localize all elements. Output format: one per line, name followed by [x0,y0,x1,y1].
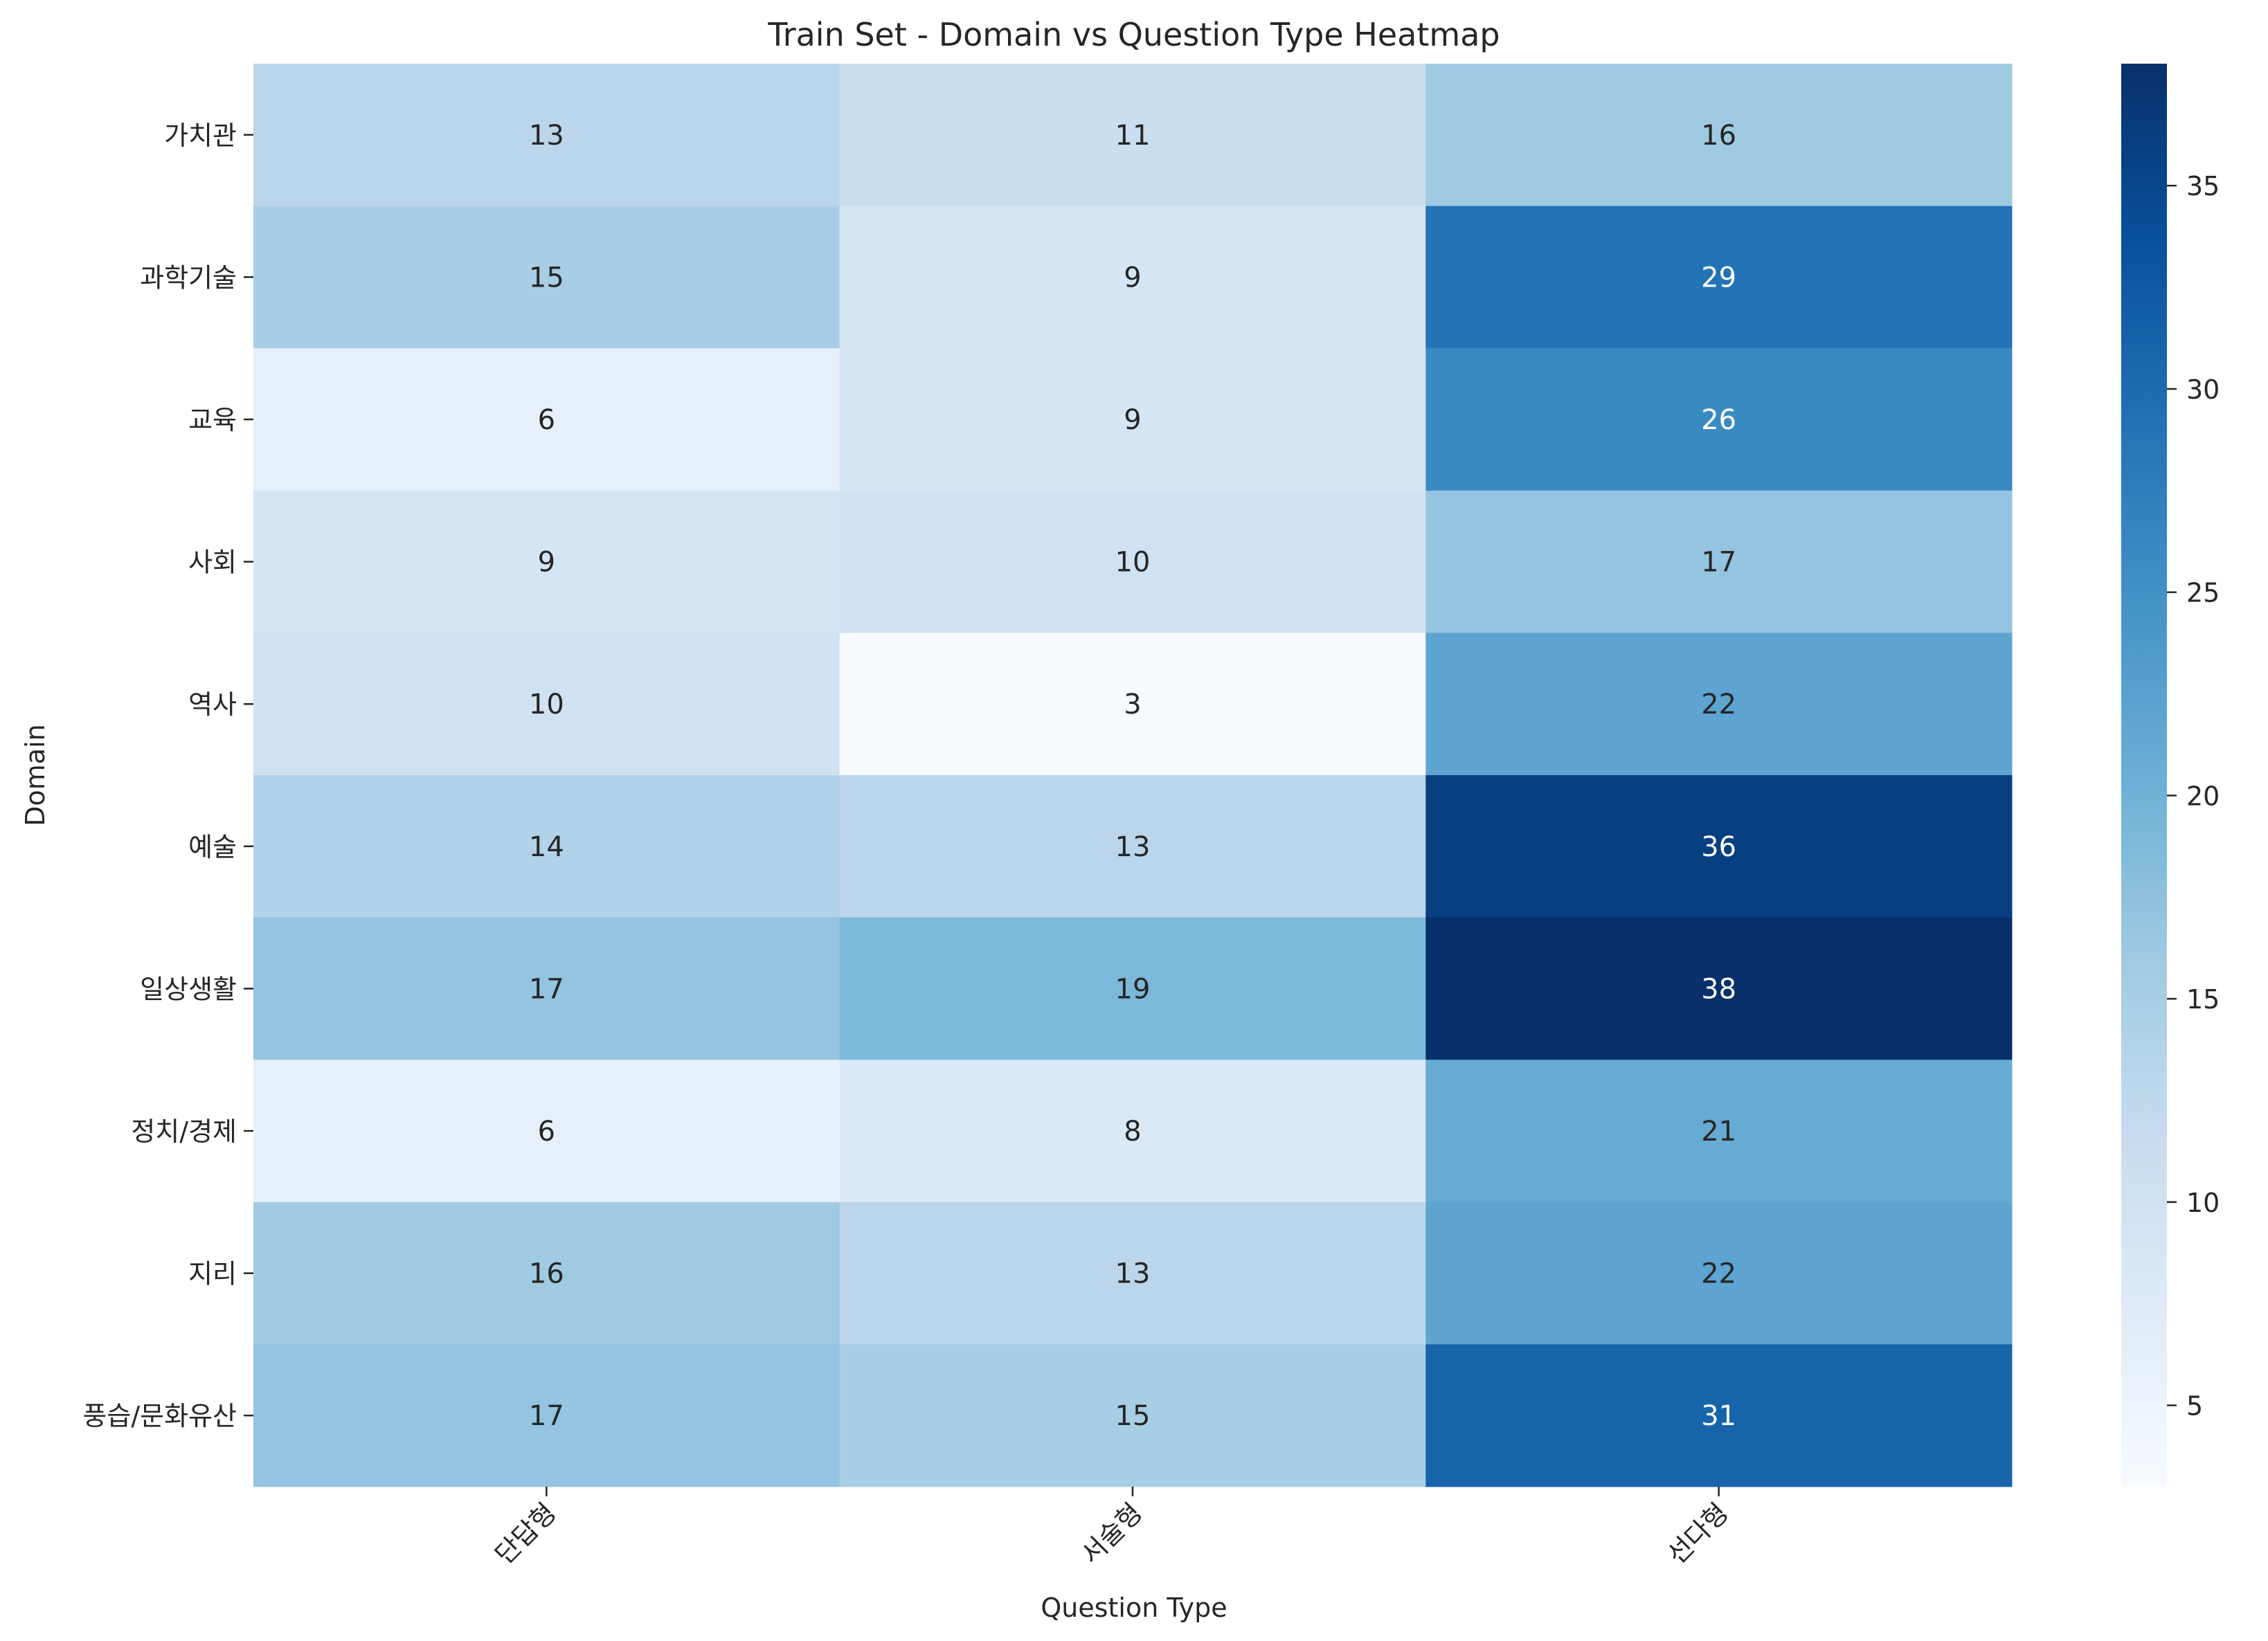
y-tick-label: 교육 [188,405,237,435]
y-tick-label: 정치/경제 [131,1116,237,1147]
y-tick-label: 지리 [188,1259,237,1289]
y-axis-label: Domain [20,724,51,826]
cell-value-label: 38 [1701,973,1736,1005]
colorbar-gradient [2121,64,2167,1487]
y-tick-label: 풍습/문화유산 [82,1401,237,1431]
colorbar-tick-label: 35 [2186,171,2220,201]
heatmap-cell [1425,1060,2013,1203]
heatmap-cell [1425,775,2013,918]
cell-value-label: 17 [529,973,564,1005]
colorbar-tick-label: 30 [2186,374,2220,405]
heatmap-cell [253,775,840,918]
x-tick-label: 선다형 [1662,1497,1734,1570]
heatmap-cell [1425,917,2013,1060]
y-tick-label: 일상생활 [140,974,237,1004]
heatmap-cell [1425,1202,2013,1345]
x-axis-label: Question Type [1041,1593,1227,1623]
x-axis: 단답형 서술형 선다형 [489,1487,1734,1570]
heatmap-cell [839,1060,1426,1203]
cell-value-label: 29 [1701,262,1736,293]
colorbar-tick-label: 5 [2186,1391,2203,1422]
cell-value-label: 13 [1115,1258,1151,1290]
y-tick-label: 예술 [188,832,237,862]
cell-value-label: 16 [529,1258,564,1290]
x-tick-label: 서술형 [1075,1497,1148,1570]
cell-value-label: 8 [1124,1116,1141,1148]
cell-value-label: 9 [538,547,555,579]
heatmap-cell [253,1344,840,1487]
cell-value-label: 3 [1124,689,1141,720]
cell-value-label: 22 [1701,689,1736,720]
heatmap-cell [253,64,840,207]
heatmap-cell [839,775,1426,918]
cell-value-label: 26 [1701,404,1736,436]
x-tick-label: 단답형 [489,1497,561,1570]
heatmap-cell [839,348,1426,491]
y-tick-label: 사회 [188,547,237,578]
heatmap-cell [839,64,1426,207]
heatmap-cell [253,917,840,1060]
heatmap-cell [253,348,840,491]
cell-value-label: 15 [529,262,564,293]
heatmap-cell [253,206,840,349]
cell-value-label: 6 [538,1116,555,1148]
heatmap-cell [839,1344,1426,1487]
cell-value-label: 9 [1124,404,1141,436]
heatmap-cell [1425,1344,2013,1487]
cell-value-label: 9 [1124,262,1141,293]
cell-value-label: 15 [1115,1400,1151,1432]
heatmap-cell-labels: 13 11 16 15 9 29 6 9 26 9 10 17 10 3 22 14 13 36 17 19 38 6 8 2… [529,120,1736,1432]
heatmap-cell [1425,348,2013,491]
chart-title: Train Set - Domain vs Question Type Heat… [767,16,1500,53]
colorbar-tick-label: 15 [2186,984,2220,1015]
heatmap-cell [253,1202,840,1345]
heatmap-cell [839,206,1426,349]
cell-value-label: 16 [1701,120,1736,152]
heatmap-cell [253,1060,840,1203]
colorbar-tick-label: 25 [2186,578,2220,608]
heatmap-cell [1425,633,2013,776]
cell-value-label: 19 [1115,973,1151,1005]
y-tick-label: 역사 [188,689,237,720]
cell-value-label: 6 [538,404,555,436]
colorbar-tick-label: 20 [2186,781,2220,811]
cell-value-label: 10 [529,689,564,720]
cell-value-label: 17 [1701,547,1736,579]
heatmap-cells [253,64,2013,1487]
heatmap-cell [1425,64,2013,207]
cell-value-label: 17 [529,1400,564,1432]
heatmap-cell [839,490,1426,633]
cell-value-label: 21 [1701,1116,1736,1148]
heatmap-cell [839,1202,1426,1345]
y-tick-label: 과학기술 [140,262,237,293]
heatmap-cell [1425,490,2013,633]
cell-value-label: 10 [1115,547,1151,579]
heatmap-cell [839,917,1426,1060]
cell-value-label: 13 [1115,831,1151,863]
y-tick-label: 가치관 [164,120,237,151]
heatmap-cell [253,490,840,633]
cell-value-label: 13 [529,120,564,152]
cell-value-label: 11 [1115,120,1151,152]
cell-value-label: 36 [1701,831,1736,863]
heatmap-cell [839,633,1426,776]
colorbar-tick-label: 10 [2186,1188,2220,1218]
cell-value-label: 14 [529,831,564,863]
heatmap-cell [253,633,840,776]
cell-value-label: 31 [1701,1400,1736,1432]
heatmap-cell [1425,206,2013,349]
cell-value-label: 22 [1701,1258,1736,1290]
colorbar: 5 10 15 20 25 30 35 [2121,64,2220,1487]
